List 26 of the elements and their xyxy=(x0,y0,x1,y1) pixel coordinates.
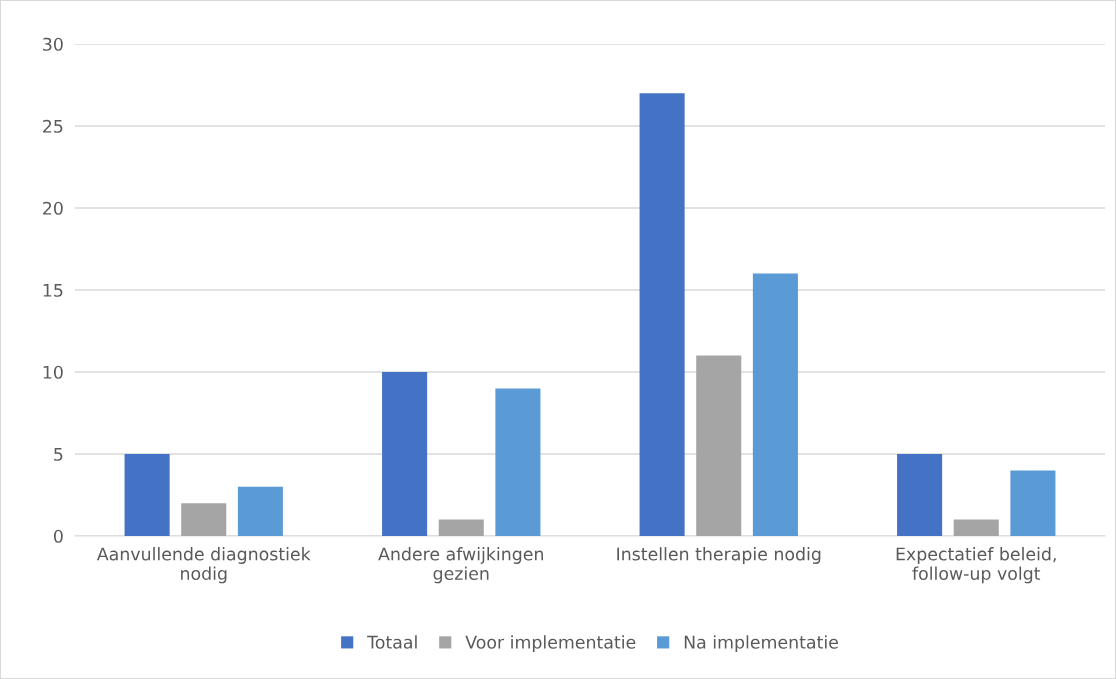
bar xyxy=(752,273,798,536)
bar xyxy=(438,519,484,536)
bar xyxy=(382,372,428,536)
legend-label: Voor implementatie xyxy=(465,635,636,653)
bar xyxy=(696,355,742,536)
bar xyxy=(495,388,541,536)
bar xyxy=(1010,470,1056,536)
y-tick-label: 10 xyxy=(43,365,63,379)
x-tick-label: Expectatief beleid, follow-up volgt xyxy=(896,547,1056,584)
y-tick-label: 0 xyxy=(53,529,63,543)
bar xyxy=(953,519,999,536)
legend-label: Totaal xyxy=(367,635,417,649)
y-tick-label: 5 xyxy=(54,447,63,461)
y-tick-label: 30 xyxy=(43,37,63,51)
x-tick-label: Andere afwijkingen gezien xyxy=(378,547,543,584)
legend-label: Na implementatie xyxy=(684,635,838,653)
x-tick-label: Aanvullende diagnostiek nodig xyxy=(96,547,311,584)
bar xyxy=(181,503,227,536)
y-tick-label: 25 xyxy=(43,119,63,133)
bar xyxy=(124,454,170,536)
bar xyxy=(639,93,685,536)
y-tick-label: 20 xyxy=(43,201,63,215)
bar xyxy=(237,486,283,536)
bar xyxy=(897,454,943,536)
y-tick-label: 15 xyxy=(43,283,63,297)
x-tick-label: Instellen therapie nodig xyxy=(617,547,821,564)
